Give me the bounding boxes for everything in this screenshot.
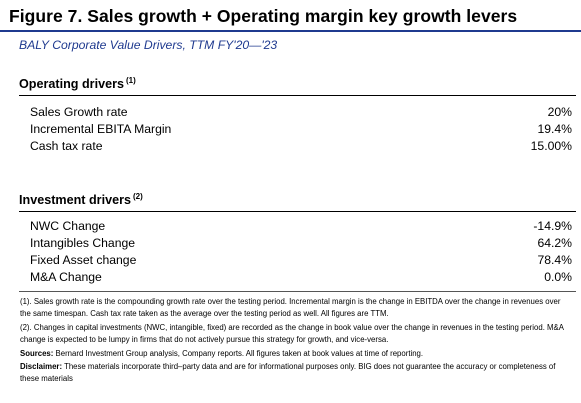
sources-note: Sources: Bernard Investment Group analys… [20,348,572,360]
table-row: M&A Change 0.0% [30,270,572,287]
sources-label: Sources: [20,349,54,358]
footnote-1: (1). Sales growth rate is the compoundin… [20,297,561,318]
row-label: Sales Growth rate [30,105,128,119]
row-value: -14.9% [533,219,572,233]
footnotes-divider [19,291,576,292]
table-row: NWC Change -14.9% [30,219,572,236]
page-title: Figure 7. Sales growth + Operating margi… [9,6,518,26]
title-divider [0,30,581,32]
table-row: Fixed Asset change 78.4% [30,253,572,270]
row-label: Intangibles Change [30,236,136,250]
operating-drivers-heading: Operating drivers (1) [19,76,136,91]
investment-drivers-heading-text: Investment drivers [19,193,131,207]
disclaimer-label: Disclaimer: [20,362,63,371]
row-label: NWC Change [30,219,106,233]
page-subtitle: BALY Corporate Value Drivers, TTM FY'20—… [19,38,278,52]
row-value: 15.00% [530,139,572,153]
row-label: M&A Change [30,270,102,284]
table-row: Intangibles Change 64.2% [30,236,572,253]
row-value: 20% [547,105,572,119]
sources-text: Bernard Investment Group analysis, Compa… [55,349,424,358]
row-label: Fixed Asset change [30,253,137,267]
table-row: Cash tax rate 15.00% [30,139,572,156]
investment-drivers-divider [19,211,576,212]
investment-drivers-note-ref: (2) [133,192,143,201]
disclaimer-note: Disclaimer: These materials incorporate … [20,361,572,385]
operating-drivers-divider [19,95,576,96]
row-label: Cash tax rate [30,139,103,153]
table-row: Sales Growth rate 20% [30,105,572,122]
operating-drivers-heading-text: Operating drivers [19,77,124,91]
operating-drivers-note-ref: (1) [125,76,136,85]
investment-drivers-heading: Investment drivers (2) [19,192,143,207]
row-value: 64.2% [537,236,572,250]
disclaimer-text: These materials incorporate third–party … [20,362,556,383]
row-value: 78.4% [537,253,572,267]
table-row: Incremental EBITA Margin 19.4% [30,122,572,139]
row-label: Incremental EBITA Margin [30,122,172,136]
row-value: 0.0% [544,270,572,284]
row-value: 19.4% [537,122,572,136]
footnote-2: (2). Changes in capital investments (NWC… [20,323,564,344]
